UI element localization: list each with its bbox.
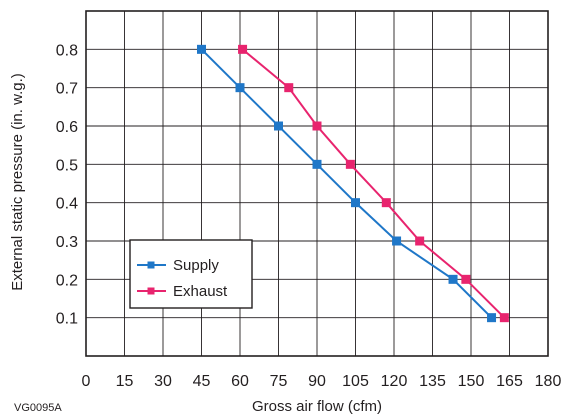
x-tick-label: 165 xyxy=(496,373,523,390)
legend-supply-marker xyxy=(147,261,155,269)
x-tick-label: 15 xyxy=(116,373,134,390)
x-tick-label: 150 xyxy=(458,373,485,390)
exhaust-data-point xyxy=(312,121,322,131)
supply-data-point xyxy=(312,159,322,169)
supply-data-point xyxy=(235,83,245,93)
x-tick-label: 135 xyxy=(419,373,446,390)
supply-data-point xyxy=(392,236,402,246)
supply-data-point xyxy=(274,121,283,131)
x-tick-label: 75 xyxy=(270,373,288,390)
y-tick-label: 0.5 xyxy=(56,157,78,174)
exhaust-data-point xyxy=(284,83,294,93)
y-tick-label: 0.8 xyxy=(56,42,78,59)
y-tick-label: 0.6 xyxy=(56,119,78,136)
y-axis-title: External static pressure (in. w.g.) xyxy=(9,73,26,291)
figure-code: VG0095A xyxy=(14,402,62,414)
x-tick-label: 45 xyxy=(193,373,211,390)
y-tick-label: 0.1 xyxy=(56,311,78,328)
x-tick-label: 120 xyxy=(381,373,408,390)
supply-data-point xyxy=(351,198,360,208)
series-lines xyxy=(197,44,509,323)
x-tick-label: 30 xyxy=(154,373,172,390)
supply-data-point xyxy=(448,274,458,284)
x-axis-tick-labels: 0 15 30 45 60 75 90 105 120 135 150 165 180 xyxy=(82,373,562,390)
exhaust-data-point xyxy=(345,159,355,169)
legend-exhaust-label: Exhaust xyxy=(173,283,228,300)
x-tick-label: 0 xyxy=(82,373,91,390)
exhaust-data-point xyxy=(238,44,248,54)
y-axis-tick-labels: 0.1 0.2 0.3 0.4 0.5 0.6 0.7 0.8 xyxy=(56,42,78,327)
y-tick-label: 0.4 xyxy=(56,196,78,213)
x-axis-title: Gross air flow (cfm) xyxy=(252,398,382,415)
legend-supply-label: Supply xyxy=(173,257,219,274)
exhaust-data-point xyxy=(499,313,509,323)
legend: Supply Exhaust xyxy=(129,239,253,309)
y-tick-label: 0.2 xyxy=(56,272,78,289)
x-tick-label: 60 xyxy=(231,373,249,390)
y-tick-label: 0.3 xyxy=(56,234,78,251)
y-tick-label: 0.7 xyxy=(56,81,78,98)
x-tick-label: 90 xyxy=(308,373,326,390)
exhaust-data-point xyxy=(381,198,391,208)
legend-exhaust-marker xyxy=(147,287,155,295)
x-tick-label: 105 xyxy=(342,373,369,390)
exhaust-data-point xyxy=(415,236,425,246)
exhaust-data-point xyxy=(461,274,471,284)
plot-frame xyxy=(85,10,549,357)
x-tick-label: 180 xyxy=(535,373,562,390)
supply-data-point xyxy=(197,44,206,54)
legend-box xyxy=(129,239,253,309)
supply-data-point xyxy=(487,313,497,323)
supply-series-line xyxy=(200,48,493,319)
exhaust-series-line xyxy=(241,48,506,319)
